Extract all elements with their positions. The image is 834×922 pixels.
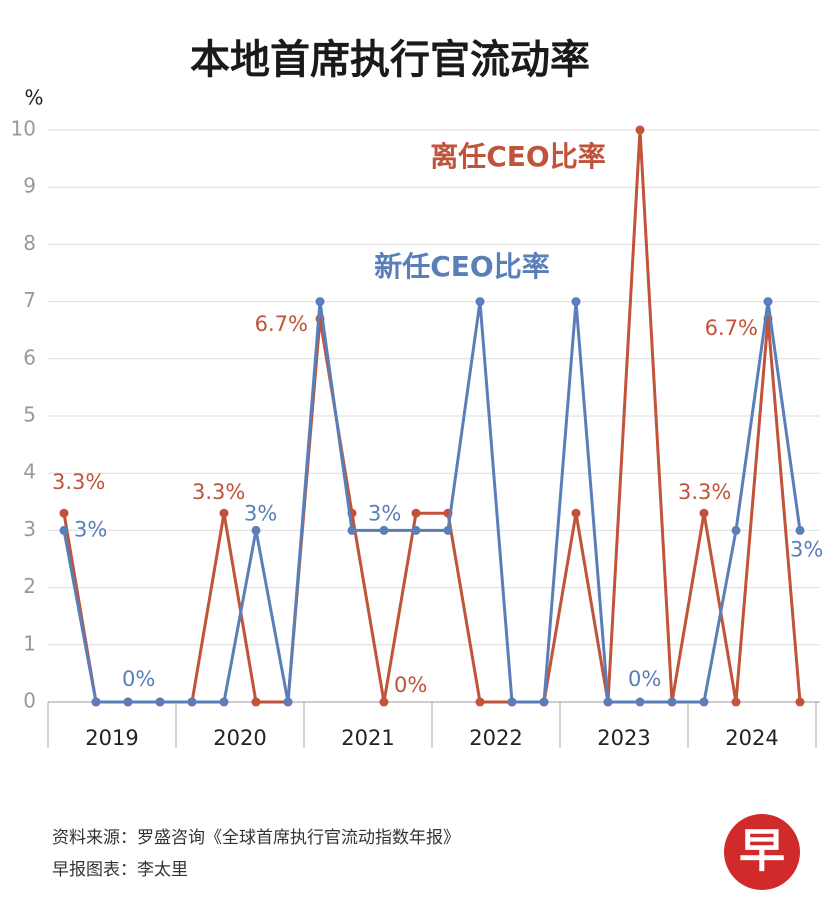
data-point (59, 508, 69, 518)
data-point (347, 525, 357, 535)
x-group-label: 2023 (597, 726, 650, 750)
y-tick-label: 9 (23, 174, 36, 198)
data-point (251, 525, 261, 535)
data-point (635, 125, 645, 135)
data-point (763, 297, 773, 307)
data-point (123, 697, 133, 707)
data-point (571, 297, 581, 307)
data-point (699, 697, 709, 707)
data-point (411, 508, 421, 518)
data-point (443, 525, 453, 535)
data-point (603, 697, 613, 707)
x-group-label: 2019 (85, 726, 138, 750)
data-point (539, 697, 549, 707)
x-group-label: 2021 (341, 726, 394, 750)
data-point (379, 697, 389, 707)
y-tick-label: 2 (23, 574, 36, 598)
y-tick-label: 3 (23, 517, 36, 541)
y-tick-label: 4 (23, 460, 36, 484)
y-tick-label: 8 (23, 231, 36, 255)
y-tick-label: 1 (23, 631, 36, 655)
data-label: 3.3% (52, 470, 105, 494)
source: 资料来源：罗盛咨询《全球首席执行官流动指数年报》 (52, 828, 460, 848)
data-label: 3% (244, 501, 277, 525)
data-label: 3% (368, 501, 401, 525)
data-point (251, 697, 261, 707)
data-label: 3.3% (192, 480, 245, 504)
data-point (187, 697, 197, 707)
x-group-label: 2024 (725, 726, 778, 750)
data-point (315, 297, 325, 307)
data-point (91, 697, 101, 707)
series-label: 离任CEO比率 (430, 140, 605, 173)
data-point (699, 508, 709, 518)
data-point (283, 697, 293, 707)
series-label: 新任CEO比率 (374, 250, 549, 283)
y-tick-label: 5 (23, 403, 36, 427)
data-point (379, 525, 389, 535)
data-point (795, 697, 805, 707)
y-tick-label: 7 (23, 288, 36, 312)
data-label: 3% (74, 517, 107, 541)
data-point (795, 525, 805, 535)
credit: 早报图表：李太里 (52, 860, 188, 880)
data-point (571, 508, 581, 518)
data-label: 0% (394, 673, 427, 697)
data-point (411, 525, 421, 535)
data-point (219, 697, 229, 707)
data-label: 6.7% (255, 312, 308, 336)
data-point (475, 297, 485, 307)
y-tick-label: 0 (23, 689, 36, 713)
data-label: 3% (790, 537, 823, 561)
data-point (219, 508, 229, 518)
data-label: 0% (122, 667, 155, 691)
svg-text:早: 早 (739, 824, 785, 878)
data-label: 6.7% (705, 316, 758, 340)
data-label: 3.3% (678, 480, 731, 504)
data-point (155, 697, 165, 707)
data-point (475, 697, 485, 707)
y-axis-label: % (24, 86, 43, 110)
x-group-label: 2022 (469, 726, 522, 750)
y-tick-label: 10 (11, 117, 36, 141)
data-point (731, 525, 741, 535)
data-point (635, 697, 645, 707)
data-label: 0% (628, 667, 661, 691)
chart-title: 本地首席执行官流动率 (190, 37, 590, 83)
x-group-label: 2020 (213, 726, 266, 750)
data-point (59, 525, 69, 535)
y-tick-label: 6 (23, 345, 36, 369)
logo: 早 (724, 814, 800, 890)
data-point (507, 697, 517, 707)
data-point (731, 697, 741, 707)
data-point (667, 697, 677, 707)
series-line (62, 300, 802, 704)
